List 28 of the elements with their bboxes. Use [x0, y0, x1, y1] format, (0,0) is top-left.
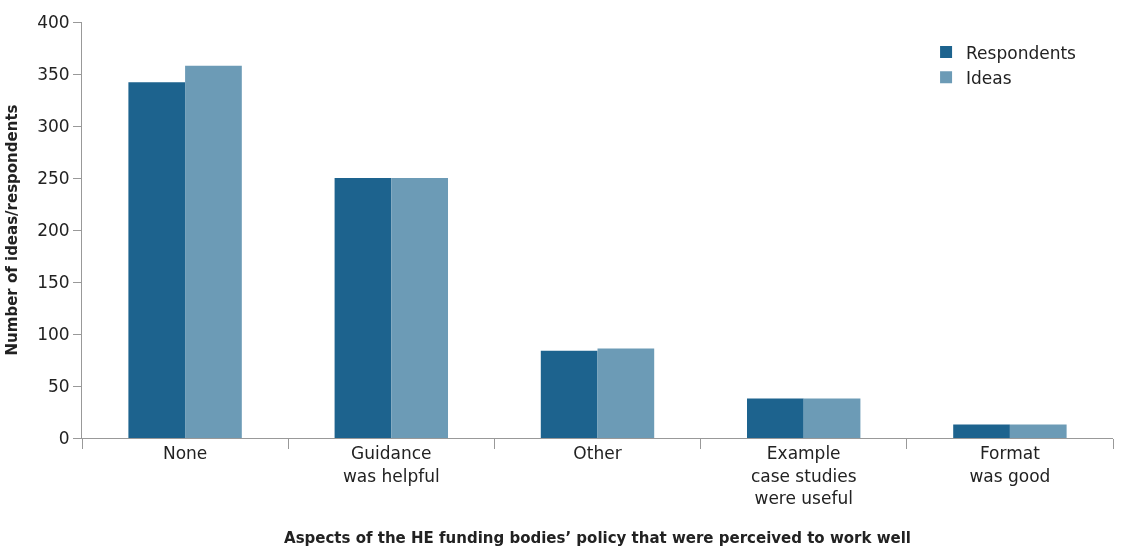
y-tick-label: 350 [37, 63, 70, 84]
bar [747, 398, 804, 438]
x-tick-label: Guidance was helpful [342, 443, 440, 486]
y-axis-title: Number of ideas/respondents [3, 104, 22, 356]
x-axis-title: Aspects of the HE funding bodies’ policy that were perceived to work well [284, 528, 911, 547]
bar [185, 65, 242, 438]
bar [953, 424, 1010, 438]
bar [540, 350, 598, 438]
y-tick-label: 250 [37, 167, 70, 188]
bar [334, 178, 392, 438]
y-tick-label: 300 [37, 115, 70, 136]
x-tick-label: Example case studies were useful [750, 443, 857, 508]
legend-label: Ideas [966, 67, 1012, 88]
y-tick-label: 100 [37, 323, 70, 344]
y-tick-label: 400 [37, 11, 70, 32]
y-tick-label: 200 [37, 219, 70, 240]
x-tick-label: None [162, 443, 208, 464]
bar [1009, 424, 1067, 438]
y-tick-label: 150 [37, 271, 70, 292]
bar [803, 398, 861, 438]
x-tick-label: Other [573, 443, 622, 464]
legend-label: Respondents [966, 42, 1077, 63]
bar [128, 82, 186, 438]
x-tick-label: Format was good [969, 443, 1051, 486]
bar [597, 348, 655, 438]
y-tick-label: 50 [47, 375, 70, 396]
y-tick-label: 0 [58, 427, 70, 448]
bar [391, 178, 449, 438]
